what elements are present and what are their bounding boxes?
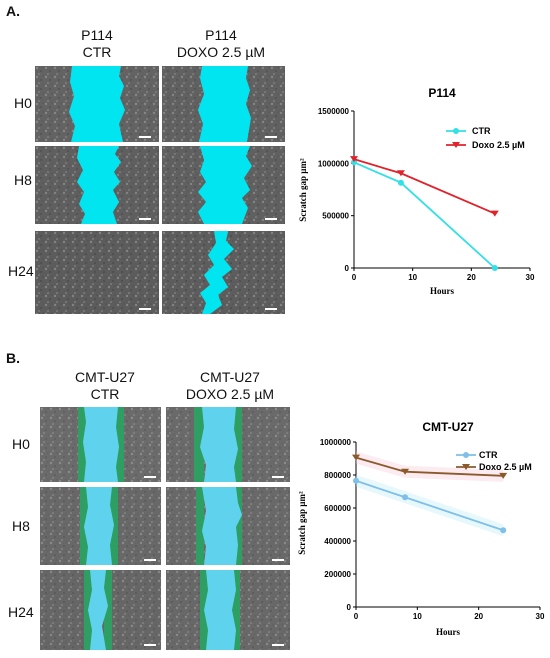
scratch-gap	[77, 146, 121, 224]
legend-ctr-label: CTR	[472, 126, 491, 136]
micrograph-p114-ctr-h0	[35, 66, 159, 142]
scratch-gap	[200, 231, 234, 314]
data-point	[350, 156, 358, 163]
column-header-line1: CMT-U27	[75, 369, 135, 385]
scratch-gap	[198, 146, 252, 224]
scratch-gap	[84, 487, 114, 565]
legend-doxo-label: Doxo 2.5 µM	[479, 462, 532, 472]
x-tick-label: 30	[536, 612, 545, 621]
panel-a-row-label-h24: H24	[8, 263, 34, 279]
legend: CTR Doxo 2.5 µM	[456, 450, 532, 472]
data-point	[491, 265, 498, 271]
panel-a-column-header-ctr: P114 CTR	[34, 27, 160, 61]
micrograph-p114-doxo-h0	[162, 66, 285, 142]
micrograph-p114-ctr-h24	[35, 231, 159, 314]
micrograph-p114-doxo-h8	[162, 146, 285, 224]
scratch-gap	[198, 66, 251, 142]
column-header-line2: CTR	[82, 44, 112, 60]
column-header-line2: DOXO 2.5 µM	[185, 386, 275, 402]
series-line	[353, 158, 496, 215]
data-point	[353, 477, 359, 484]
micrograph-cmtu27-doxo-h8	[166, 487, 290, 565]
scratch-gap	[69, 66, 125, 142]
data-point	[397, 179, 404, 186]
column-header-line1: P114	[81, 27, 113, 43]
y-tick-label: 400000	[324, 537, 351, 546]
panel-a-row-label-h0: H0	[14, 95, 32, 111]
x-tick-label: 0	[354, 612, 359, 621]
chart-title: P114	[428, 86, 456, 100]
legend-doxo-label: Doxo 2.5 µM	[472, 140, 525, 150]
y-tick-label: 1000000	[318, 159, 350, 168]
column-header-line2: CTR	[90, 386, 120, 402]
data-point	[402, 494, 409, 501]
panel-a-row-label-h8: H8	[14, 172, 32, 188]
chart-title: CMT-U27	[422, 420, 474, 434]
chart-p114-svg: P114 Scratch gap µm² Hours 0 500000 100000…	[298, 86, 535, 296]
y-axis-label: Scratch gap µm²	[298, 158, 308, 222]
x-tick-label: 30	[526, 273, 535, 282]
legend-ctr-marker	[463, 452, 469, 458]
chart-cmtu27-svg: CMT-U27 Scratch gap µm² Hours 0 200000 400…	[297, 420, 545, 637]
data-point	[499, 472, 508, 479]
legend-ctr-marker	[453, 128, 459, 134]
data-point	[351, 159, 357, 166]
x-axis-label: Hours	[436, 627, 461, 637]
column-header-line1: P114	[205, 27, 237, 43]
y-tick-label: 1000000	[320, 438, 352, 447]
scratch-gap	[204, 570, 236, 650]
series-line	[355, 479, 504, 532]
chart-cmtu27: CMT-U27 Scratch gap µm² Hours 0 200000 400…	[0, 330, 550, 658]
micrograph-cmtu27-ctr-h8	[40, 487, 161, 565]
y-tick-label: 0	[345, 264, 350, 273]
y-tick-label: 500000	[322, 212, 349, 221]
data-point	[396, 170, 405, 177]
data-point	[401, 468, 410, 475]
micrograph-p114-ctr-h8	[35, 146, 159, 224]
data-point	[352, 454, 360, 461]
y-tick-label: 800000	[324, 471, 351, 480]
micrograph-p114-doxo-h24	[162, 231, 285, 314]
y-tick-label: 1500000	[318, 107, 350, 116]
panel-a-column-header-doxo: P114 DOXO 2.5 µM	[158, 27, 284, 61]
panel-b-column-header-ctr: CMT-U27 CTR	[40, 369, 170, 403]
x-tick-label: 20	[474, 612, 483, 621]
x-tick-label: 10	[408, 273, 417, 282]
y-tick-label: 600000	[324, 504, 351, 513]
series-line	[353, 161, 496, 269]
panel-a-label: A.	[6, 3, 20, 19]
legend-ctr-label: CTR	[479, 450, 498, 460]
column-header-line1: CMT-U27	[200, 369, 260, 385]
scratch-gap	[202, 487, 242, 565]
panel-b-label: B.	[6, 350, 20, 366]
scratch-gap	[88, 570, 108, 650]
x-axis-label: Hours	[430, 286, 455, 296]
legend-doxo-marker	[462, 464, 470, 470]
panel-b-row-label-h0: H0	[12, 436, 30, 452]
x-tick-label: 0	[352, 273, 357, 282]
y-tick-label: 200000	[324, 570, 351, 579]
micrograph-cmtu27-doxo-h0	[166, 407, 290, 482]
micrograph-cmtu27-doxo-h24	[166, 570, 290, 650]
y-tick-label: 0	[347, 603, 352, 612]
x-tick-label: 20	[467, 273, 476, 282]
y-axis-label: Scratch gap µm²	[297, 491, 307, 555]
scratch-gap	[83, 407, 119, 482]
panel-b-row-label-h8: H8	[12, 518, 30, 534]
panel-b-row-label-h24: H24	[8, 604, 34, 620]
scratch-gap	[200, 407, 238, 482]
legend: CTR Doxo 2.5 µM	[446, 126, 525, 150]
column-header-line2: DOXO 2.5 µM	[176, 44, 266, 60]
micrograph-cmtu27-ctr-h0	[40, 407, 161, 482]
micrograph-cmtu27-ctr-h24	[40, 570, 161, 650]
chart-p114: P114 Scratch gap µm² Hours 0 500000 100000…	[298, 86, 535, 296]
legend-doxo-marker	[452, 142, 460, 148]
panel-b-column-header-doxo: CMT-U27 DOXO 2.5 µM	[165, 369, 295, 403]
x-tick-label: 10	[413, 612, 422, 621]
data-point	[500, 527, 507, 534]
data-point	[490, 210, 499, 217]
